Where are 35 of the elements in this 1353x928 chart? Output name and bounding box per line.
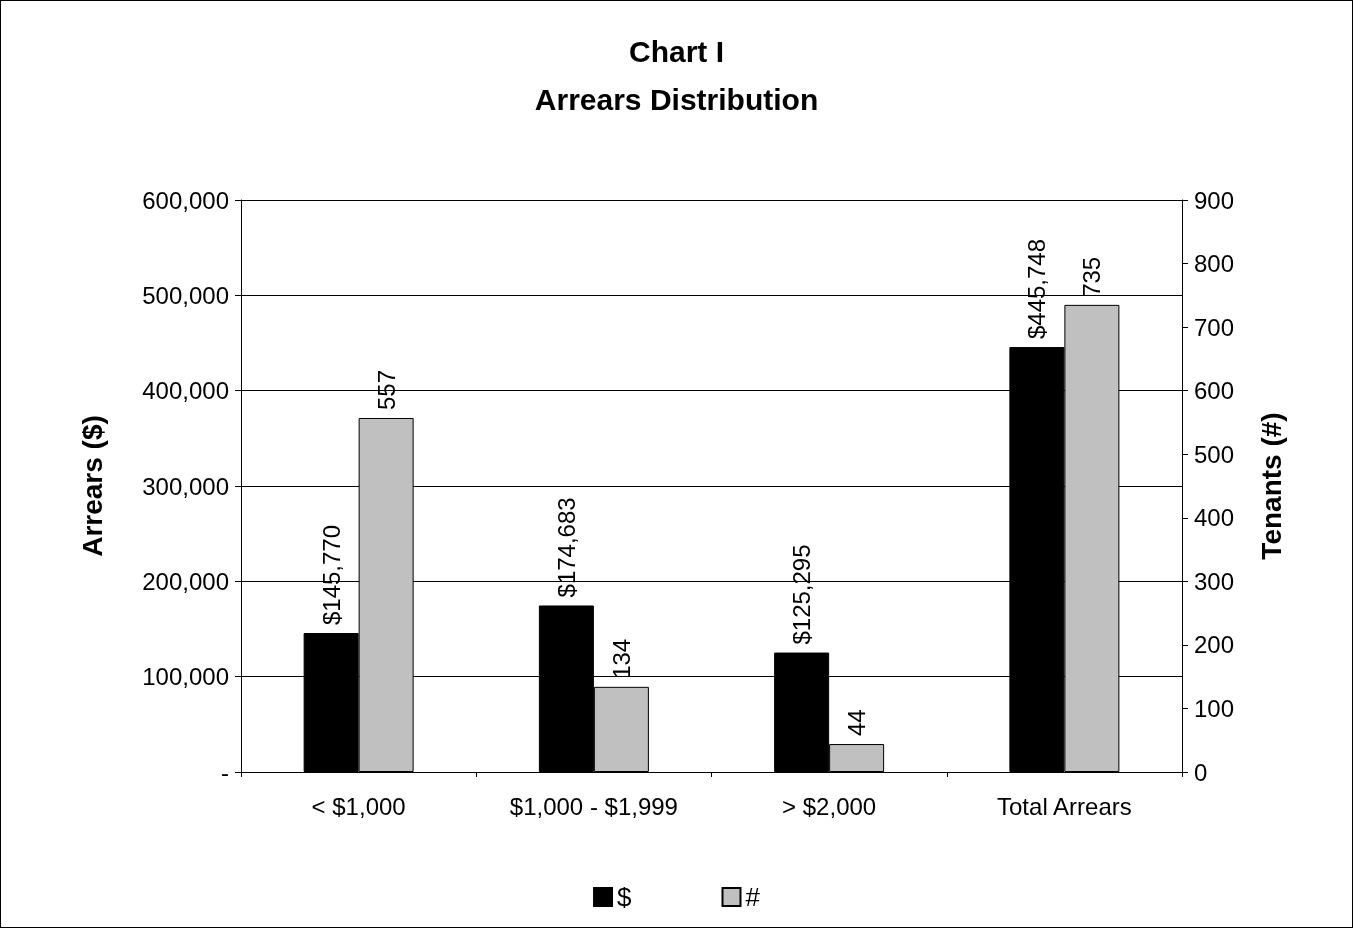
y2-tick-label: 500 bbox=[1194, 440, 1235, 468]
y-tick-label: 300,000 bbox=[142, 472, 229, 500]
legend-label: $ bbox=[617, 882, 633, 912]
y-tick-label: 400,000 bbox=[142, 377, 229, 405]
y2-tick-label: 700 bbox=[1194, 313, 1235, 341]
x-tick-label: Total Arrears bbox=[997, 792, 1132, 820]
data-label: 557 bbox=[372, 369, 400, 410]
y2-tick-label: 400 bbox=[1194, 504, 1235, 532]
chart-subtitle: Arrears Distribution bbox=[534, 82, 819, 116]
y-tick-label: - bbox=[221, 758, 229, 786]
y-tick-label: 600,000 bbox=[142, 186, 229, 214]
y-axis-title: Arrears ($) bbox=[76, 415, 108, 557]
chart-title: Chart I bbox=[628, 34, 725, 68]
x-tick-label: > $2,000 bbox=[782, 792, 877, 820]
data-label: $125,295 bbox=[788, 544, 816, 645]
y2-tick-label: 800 bbox=[1194, 250, 1235, 278]
y-tick-label: 500,000 bbox=[142, 281, 229, 309]
y-tick-label: 200,000 bbox=[142, 567, 229, 595]
legend-label: # bbox=[745, 882, 761, 912]
y2-tick-label: 300 bbox=[1194, 567, 1235, 595]
data-label: $174,683 bbox=[552, 497, 580, 598]
data-label: 134 bbox=[607, 638, 635, 679]
x-tick-label: < $1,000 bbox=[311, 792, 406, 820]
y-tick-label: 100,000 bbox=[142, 663, 229, 691]
data-label: $445,748 bbox=[1023, 238, 1051, 340]
y2-tick-label: 900 bbox=[1194, 186, 1235, 214]
y2-axis-title: Tenants (#) bbox=[1255, 412, 1287, 560]
y2-tick-label: 0 bbox=[1194, 758, 1208, 786]
y2-tick-label: 600 bbox=[1194, 377, 1235, 405]
y2-tick-label: 200 bbox=[1194, 631, 1235, 659]
data-label: 44 bbox=[843, 709, 871, 737]
y2-tick-label: 100 bbox=[1194, 694, 1235, 722]
x-tick-label: $1,000 - $1,999 bbox=[509, 792, 678, 820]
data-label: $145,770 bbox=[317, 524, 345, 626]
data-label: 735 bbox=[1078, 256, 1106, 297]
